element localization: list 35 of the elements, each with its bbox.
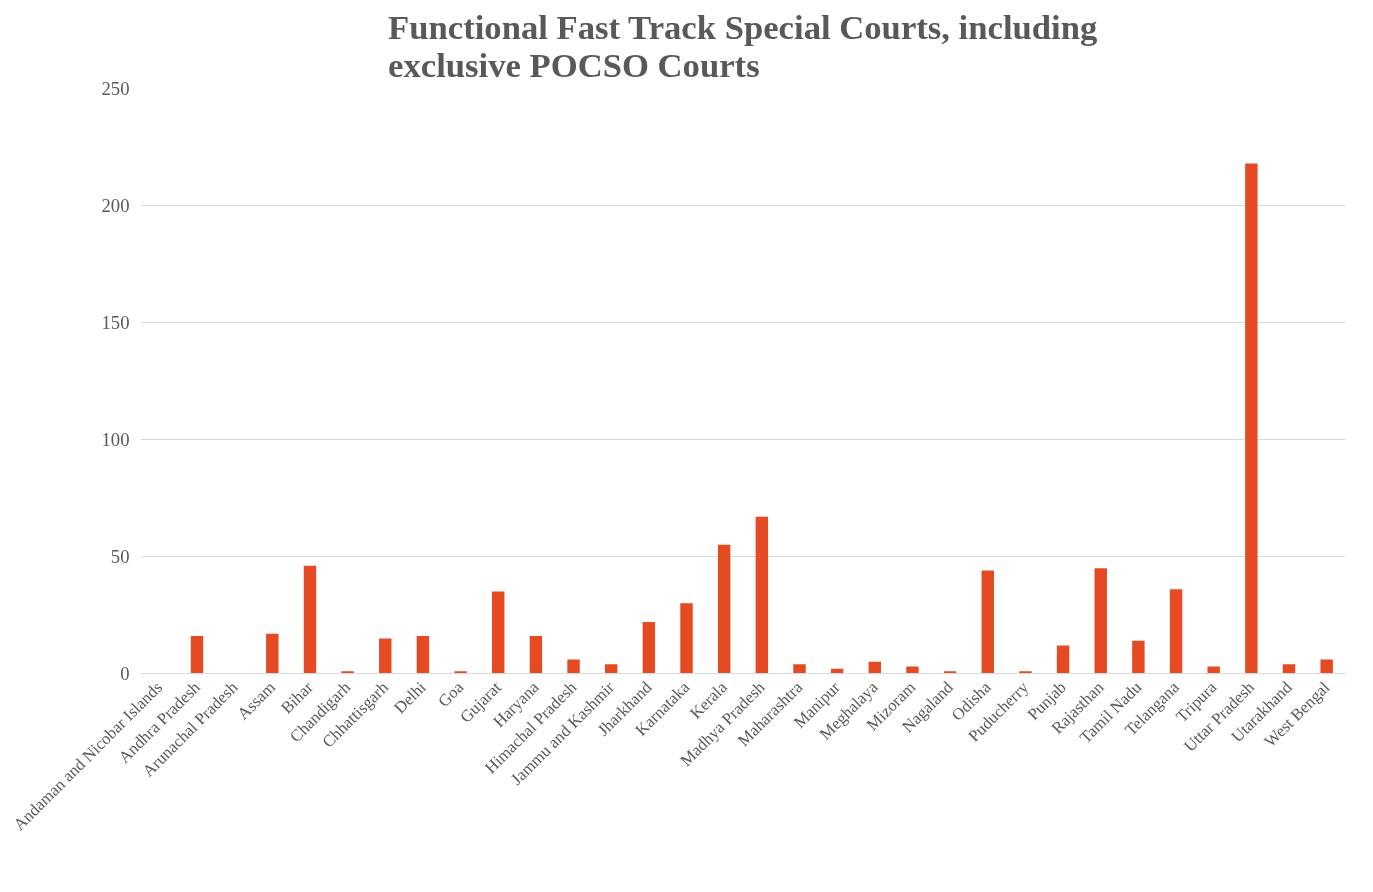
bar: [680, 603, 693, 674]
bar: [642, 622, 656, 674]
bar: [1019, 671, 1032, 674]
y-tick-label: 250: [101, 78, 130, 99]
y-tick-label: 150: [101, 312, 130, 333]
bar: [529, 636, 543, 674]
bar: [1282, 664, 1296, 674]
bar: [1245, 163, 1258, 674]
bar: [492, 591, 505, 674]
y-tick-label: 0: [120, 663, 130, 684]
bar: [266, 633, 279, 674]
bar: [793, 664, 806, 674]
bar: [454, 671, 467, 674]
bar: [341, 671, 354, 674]
bar: [717, 544, 731, 674]
bar: [190, 636, 204, 674]
bar: [567, 659, 580, 674]
bar: [868, 661, 882, 674]
bar: [1132, 640, 1145, 674]
bar: [1207, 666, 1220, 674]
chart-title: Functional Fast Track Special Courts, including exclusive POCSO Courts: [388, 7, 1098, 84]
bar: [303, 565, 317, 674]
bar: [981, 570, 994, 674]
bar: [379, 638, 392, 674]
y-tick-label: 200: [101, 195, 130, 216]
bar: [755, 516, 769, 674]
bar: [1094, 568, 1107, 674]
bar: [416, 636, 430, 674]
bar: [1320, 659, 1333, 674]
y-tick-label: 100: [101, 429, 130, 450]
bar: [604, 664, 618, 674]
bar: [906, 666, 919, 674]
bar: [1169, 589, 1183, 674]
y-tick-label: 50: [110, 546, 130, 567]
bar: [1056, 645, 1070, 674]
